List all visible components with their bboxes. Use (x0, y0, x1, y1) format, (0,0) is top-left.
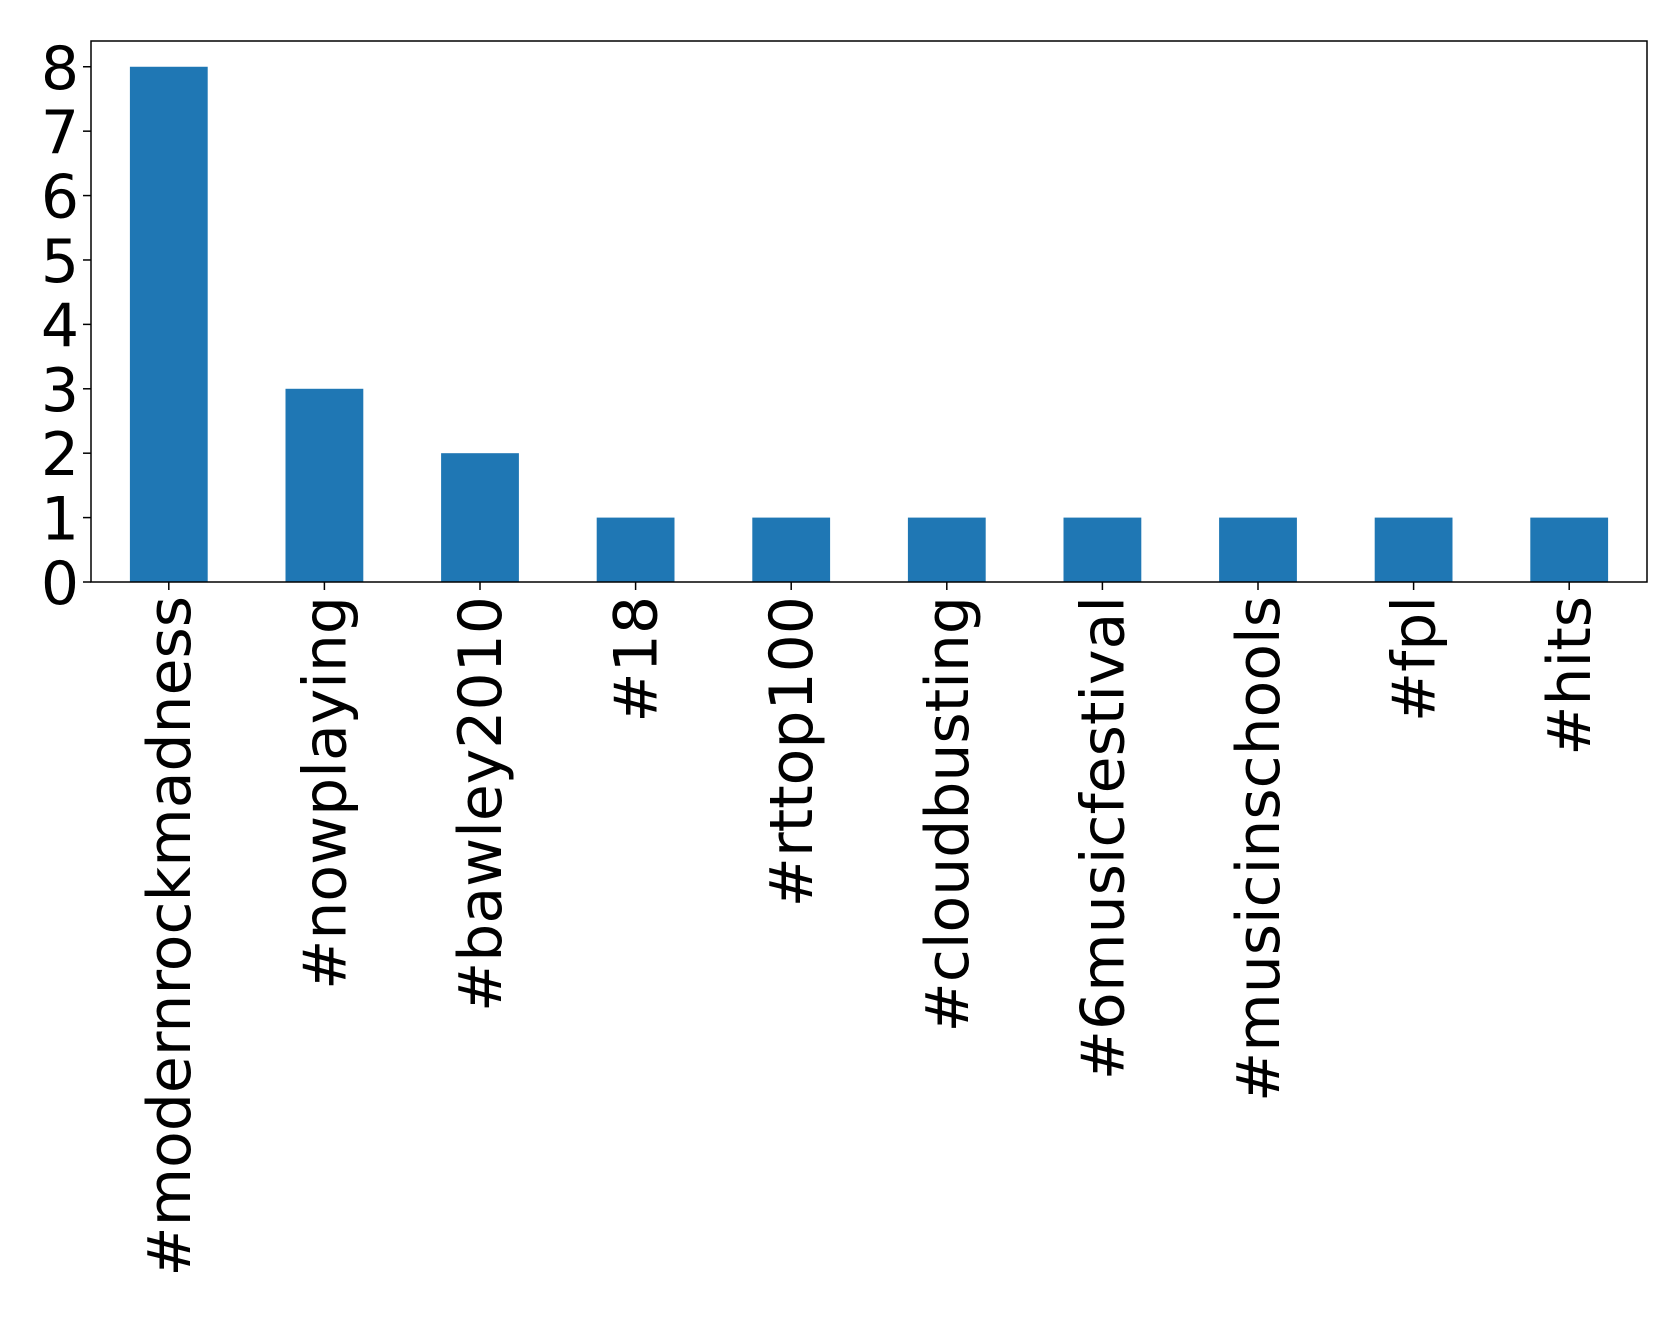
y-tick-label: 2 (41, 420, 79, 490)
bar (1219, 517, 1297, 582)
bar (285, 388, 364, 582)
bar (1374, 517, 1453, 582)
x-tick-label: #fpl (1380, 596, 1450, 722)
bar (752, 517, 831, 582)
x-tick-label: #modernrockmadness (135, 596, 205, 1277)
x-tick-label: #6musicfestival (1068, 596, 1138, 1080)
bar (129, 66, 208, 582)
x-tick-label: #18 (602, 596, 672, 723)
y-tick-label: 8 (41, 34, 79, 104)
y-tick-label: 6 (41, 163, 79, 233)
bar (441, 453, 519, 582)
bar (907, 517, 986, 582)
x-tick-label: #cloudbusting (913, 596, 983, 1032)
bar (1530, 517, 1609, 582)
x-tick-label: #musicinschools (1224, 596, 1294, 1102)
y-tick-label: 4 (41, 291, 79, 361)
x-tick-label: #rttop100 (757, 596, 827, 907)
x-tick-label: #bawley2010 (446, 596, 516, 1012)
y-tick-label: 3 (41, 356, 79, 426)
x-tick-label: #nowplaying (290, 596, 360, 990)
bar (1063, 517, 1142, 582)
y-tick-label: 7 (41, 98, 79, 168)
x-tick-label: #hits (1535, 596, 1605, 756)
y-tick-label: 5 (41, 227, 79, 297)
bar (596, 517, 675, 582)
plot-frame (90, 40, 1648, 583)
y-tick-label: 1 (41, 485, 79, 555)
y-tick-label: 0 (41, 549, 79, 619)
